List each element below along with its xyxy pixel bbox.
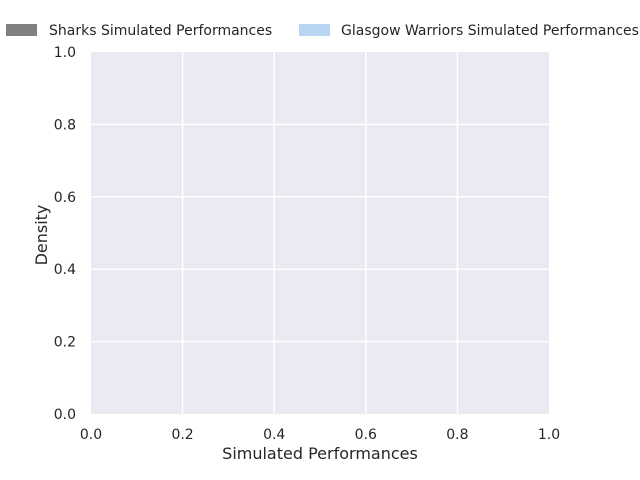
legend-label-glasgow-warriors: Glasgow Warriors Simulated Performances (341, 23, 639, 39)
x-axis-ticks: 0.0 0.2 0.4 0.6 0.8 1.0 (80, 427, 560, 443)
plot-area (91, 52, 549, 414)
y-tick-label: 0.8 (54, 117, 76, 133)
y-tick-label: 1.0 (54, 45, 76, 61)
y-axis-label: Density (32, 205, 51, 266)
x-axis-label: Simulated Performances (222, 444, 418, 463)
y-axis-ticks: 0.0 0.2 0.4 0.6 0.8 1.0 (54, 45, 76, 423)
legend-swatch-glasgow-warriors (299, 24, 330, 36)
x-tick-label: 0.4 (263, 427, 285, 443)
x-tick-label: 0.6 (355, 427, 377, 443)
legend-label-sharks: Sharks Simulated Performances (49, 23, 272, 39)
x-tick-label: 0.8 (446, 427, 468, 443)
y-tick-label: 0.6 (54, 190, 76, 206)
legend-swatch-sharks (6, 24, 37, 36)
y-tick-label: 0.0 (54, 407, 76, 423)
y-tick-label: 0.2 (54, 335, 76, 351)
grid-lines (91, 52, 549, 414)
legend: Sharks Simulated Performances Glasgow Wa… (6, 23, 639, 39)
x-tick-label: 1.0 (538, 427, 560, 443)
x-tick-label: 0.0 (80, 427, 102, 443)
y-tick-label: 0.4 (54, 262, 76, 278)
x-tick-label: 0.2 (171, 427, 193, 443)
